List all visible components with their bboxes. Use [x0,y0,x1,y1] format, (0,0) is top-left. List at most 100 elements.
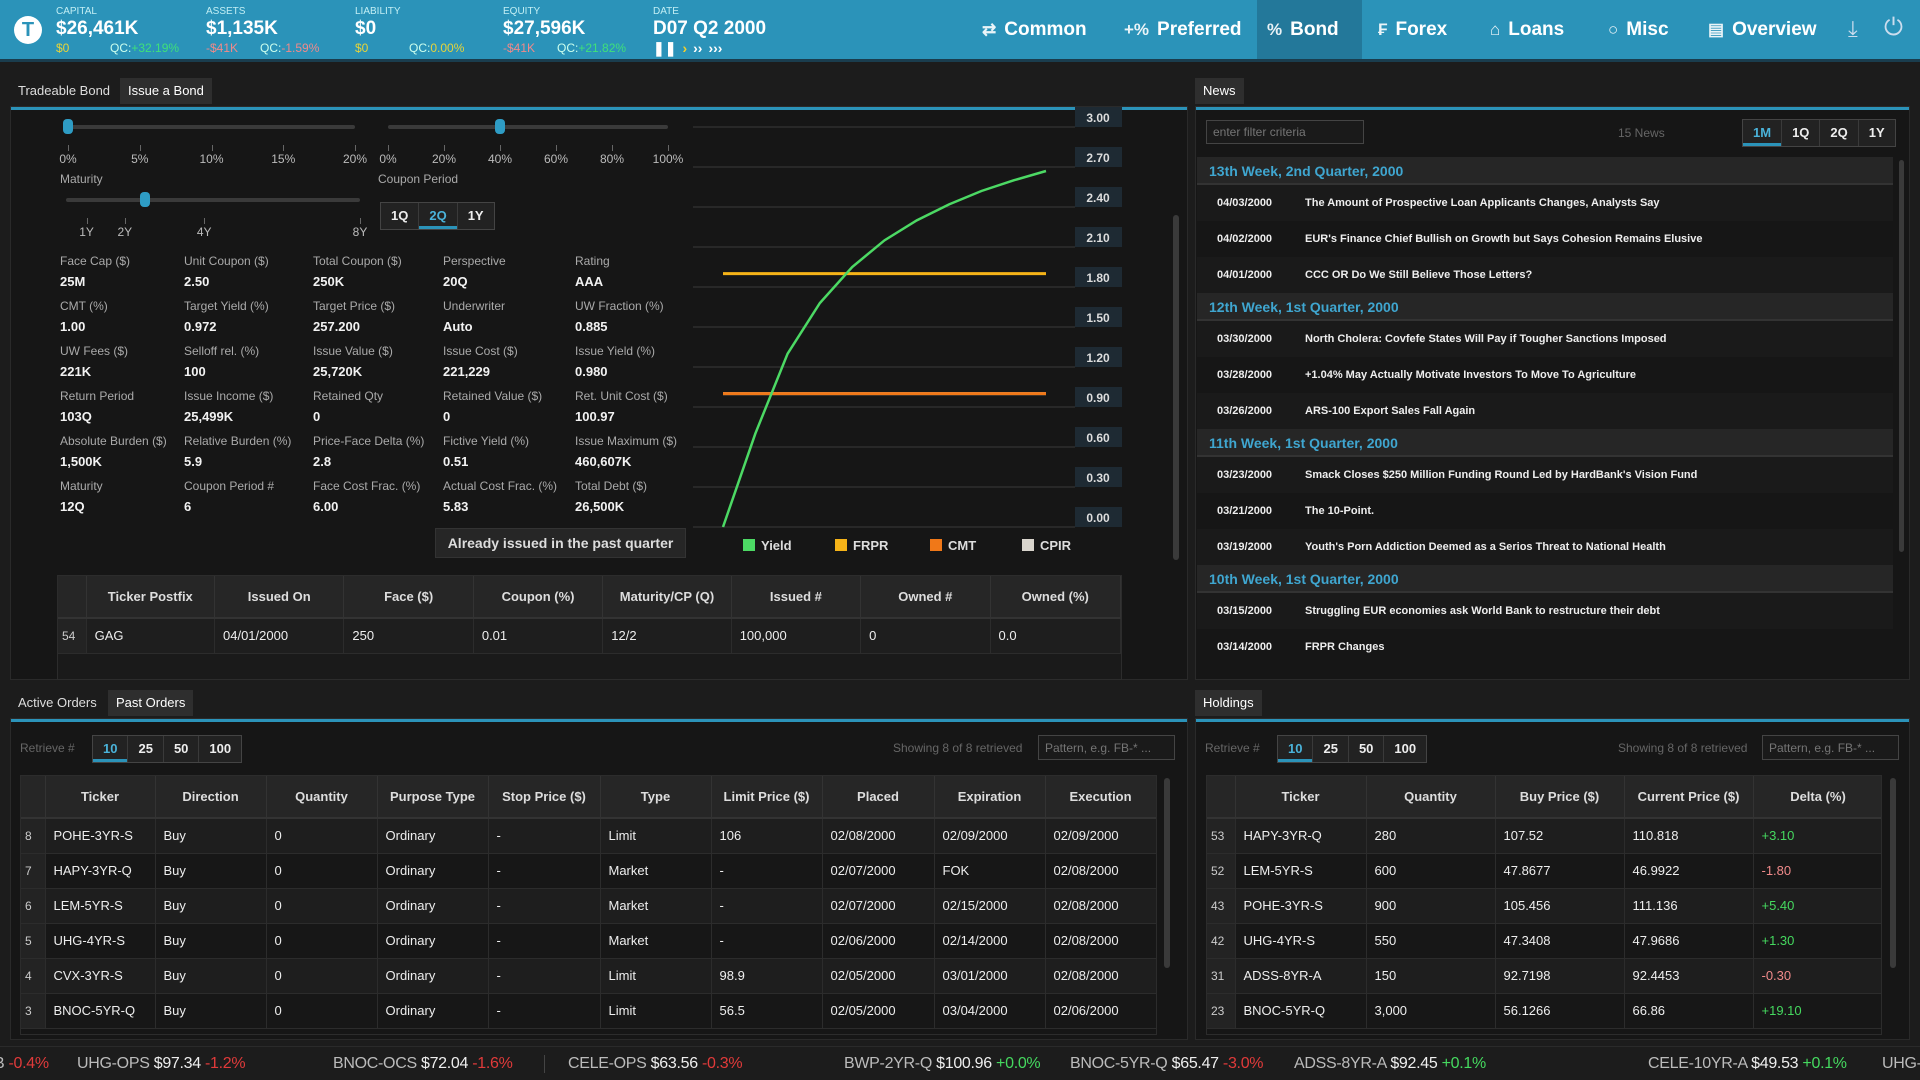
news-headline[interactable]: Smack Closes $250 Million Funding Round … [1305,469,1698,481]
column-header[interactable]: Limit Price ($) [711,776,823,819]
nav-overview[interactable]: ▤ Overview [1698,0,1827,59]
table-row[interactable]: 42 UHG-4YR-S 550 47.3408 47.9686 +1.30 [1207,923,1881,959]
pause-icon[interactable]: ❚❚ [653,40,677,56]
holdings-retrieve-100[interactable]: 100 [1394,741,1417,756]
table-row[interactable]: 54 GAG 04/01/2000 250 0.01 12/2 100,000 0 0.0 [58,618,1122,654]
news-headline[interactable]: The Amount of Prospective Loan Applicant… [1305,197,1660,209]
ticker-item[interactable]: ADSS-8YR-A $92.45 +0.1% [1294,1055,1486,1073]
holdings-retrieve-10[interactable]: 10 [1278,736,1314,762]
column-header[interactable]: Type [600,776,712,819]
ticker-item[interactable]: BNOC-OCS $72.04 -1.6% [333,1055,513,1073]
ticker-item[interactable]: UHG- [1882,1055,1920,1073]
tab-holdings[interactable]: Holdings [1195,690,1262,716]
orders-retrieve-10[interactable]: 10 [93,736,129,762]
coupon-period-1q[interactable]: 1Q [381,203,420,229]
column-header[interactable]: Owned # [860,576,991,619]
news-headline[interactable]: Youth's Porn Addiction Deemed as a Serio… [1305,541,1666,553]
news-item[interactable]: 03/26/2000 ARS-100 Export Sales Fall Agai… [1197,393,1893,429]
news-item[interactable]: 04/03/2000 The Amount of Prospective Loan… [1197,185,1893,221]
column-header[interactable]: Quantity [1366,776,1496,819]
tab-active-orders[interactable]: Active Orders [18,695,97,710]
tab-news[interactable]: News [1195,78,1244,104]
column-header[interactable]: Purpose Type [377,776,489,819]
news-range-2q[interactable]: 2Q [1820,120,1859,146]
news-headline[interactable]: FRPR Changes [1305,641,1385,653]
fraction-slider-handle[interactable] [495,119,505,134]
column-header[interactable]: Direction [155,776,267,819]
column-header[interactable] [21,776,46,819]
column-header[interactable]: Stop Price ($) [488,776,601,819]
news-range-1q[interactable]: 1Q [1782,120,1821,146]
column-header[interactable]: Maturity/CP (Q) [602,576,732,619]
column-header[interactable]: Quantity [266,776,378,819]
news-item[interactable]: 03/28/2000 +1.04% May Actually Motivate I… [1197,357,1893,393]
rate-slider[interactable] [63,119,355,134]
orders-pattern-input[interactable] [1038,735,1175,760]
news-headline[interactable]: Struggling EUR economies ask World Bank … [1305,605,1660,617]
ticker-item[interactable]: UHG-OPS $97.34 -1.2% [77,1055,246,1073]
orders-scrollbar[interactable] [1164,778,1170,968]
holdings-scrollbar[interactable] [1890,778,1896,968]
column-header[interactable]: Ticker Postfix [86,576,216,619]
coupon-period-2q[interactable]: 2Q [419,203,458,229]
news-filter-input[interactable] [1206,120,1364,144]
play-icon[interactable]: › [682,40,688,56]
panel-scrollbar[interactable] [1173,215,1179,560]
rate-slider-handle[interactable] [63,119,73,134]
column-header[interactable]: Coupon (%) [473,576,604,619]
tab-past-orders[interactable]: Past Orders [108,690,194,716]
orders-retrieve-100[interactable]: 100 [209,741,232,756]
maturity-slider-handle[interactable] [140,192,151,207]
column-header[interactable]: Expiration [934,776,1046,819]
table-row[interactable]: 4 CVX-3YR-S Buy 0 Ordinary - Limit 98.9 02/05/20… [21,958,1156,994]
table-row[interactable]: 6 LEM-5YR-S Buy 0 Ordinary - Market -02/07/2000… [21,888,1156,924]
news-item[interactable]: 03/21/2000 The 10-Point. [1197,493,1893,529]
news-headline[interactable]: ARS-100 Export Sales Fall Again [1305,405,1476,417]
news-headline[interactable]: The 10-Point. [1305,505,1375,517]
table-row[interactable]: 3 BNOC-5YR-Q Buy 0 Ordinary - Limit 56.5 02/05/2… [21,993,1156,1029]
tab-issue-a-bond[interactable]: Issue a Bond [120,78,212,104]
column-header[interactable]: Face ($) [343,576,474,619]
column-header[interactable]: Issued On [214,576,345,619]
news-item[interactable]: 04/02/2000 EUR's Finance Chief Bullish on… [1197,221,1893,257]
news-item[interactable]: 03/14/2000 FRPR Changes [1197,629,1893,665]
table-row[interactable]: 31 ADSS-8YR-A 150 92.7198 92.4453 -0.30 [1207,958,1881,994]
news-item[interactable]: 04/01/2000 CCC OR Do We Still Believe Tho… [1197,257,1893,293]
maturity-slider[interactable] [66,192,360,207]
nav-loans[interactable]: ⌂ Loans [1480,0,1574,59]
column-header[interactable]: Buy Price ($) [1495,776,1625,819]
column-header[interactable]: Issued # [731,576,862,619]
table-row[interactable]: 52 LEM-5YR-S 600 47.8677 46.9922 -1.80 [1207,853,1881,889]
news-headline[interactable]: +1.04% May Actually Motivate Investors T… [1305,369,1636,381]
issue-bond-button[interactable]: Already issued in the past quarter [435,528,686,558]
column-header[interactable]: Ticker [45,776,156,819]
column-header[interactable]: Execution [1045,776,1156,819]
tab-tradeable-bond[interactable]: Tradeable Bond [18,83,111,98]
column-header[interactable]: Ticker [1235,776,1367,819]
nav-common[interactable]: ⇄ Common [972,0,1097,59]
column-header[interactable]: Current Price ($) [1624,776,1754,819]
table-row[interactable]: 43 POHE-3YR-S 900 105.456 111.136 +5.40 [1207,888,1881,924]
download-icon[interactable]: ⤓ [1848,16,1858,41]
ticker-item[interactable]: CELE-OPS $63.56 -0.3% [568,1055,743,1073]
coupon-period-1y[interactable]: 1Y [467,208,484,223]
column-header[interactable]: Placed [822,776,935,819]
ticker-item[interactable]: BWP-2YR-Q $100.96 +0.0% [844,1055,1041,1073]
orders-retrieve-50[interactable]: 50 [164,736,200,762]
news-scrollbar[interactable] [1899,160,1904,552]
news-item[interactable]: 03/30/2000 North Cholera: Covfefe States … [1197,321,1893,357]
table-row[interactable]: 8 POHE-3YR-S Buy 0 Ordinary - Limit 106 02/08/20… [21,818,1156,854]
news-headline[interactable]: North Cholera: Covfefe States Will Pay i… [1305,333,1667,345]
news-range-1m[interactable]: 1M [1743,120,1783,146]
news-item[interactable]: 03/19/2000 Youth's Porn Addiction Deemed … [1197,529,1893,565]
table-row[interactable]: 7 HAPY-3YR-Q Buy 0 Ordinary - Market -02/07/200… [21,853,1156,889]
ticker-item[interactable]: B -0.4% [0,1055,49,1073]
fraction-slider[interactable] [388,119,668,134]
fastest-forward-icon[interactable]: ››› [708,40,723,56]
news-item[interactable]: 03/15/2000 Struggling EUR economies ask W… [1197,593,1893,629]
table-row[interactable]: 23 BNOC-5YR-Q 3,000 56.1266 66.86 +19.10 [1207,993,1881,1029]
holdings-retrieve-25[interactable]: 25 [1313,736,1349,762]
news-item[interactable]: 03/23/2000 Smack Closes $250 Million Fund… [1197,457,1893,493]
news-headline[interactable]: EUR's Finance Chief Bullish on Growth bu… [1305,233,1703,245]
nav-bond[interactable]: % Bond [1257,0,1362,59]
